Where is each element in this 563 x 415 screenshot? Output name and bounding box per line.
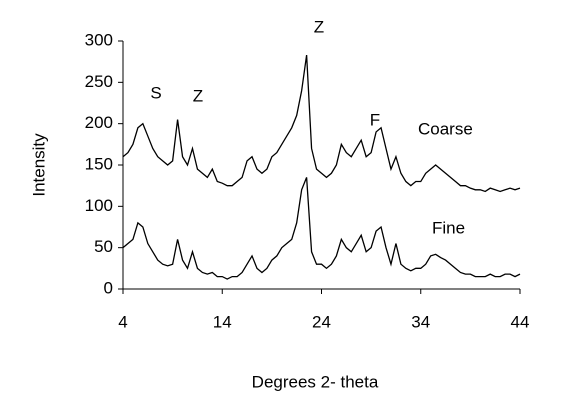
x-tick-label: 24 xyxy=(312,312,331,331)
annotation: Z xyxy=(314,17,324,36)
y-tick-label: 50 xyxy=(94,237,113,256)
y-tick-label: 250 xyxy=(85,72,113,91)
x-tick-label: 34 xyxy=(411,312,430,331)
y-tick-label: 0 xyxy=(104,278,113,297)
y-tick-label: 150 xyxy=(85,154,113,173)
y-tick-label: 200 xyxy=(85,113,113,132)
y-tick-label: 300 xyxy=(85,30,113,49)
x-tick-label: 4 xyxy=(118,312,127,331)
series-line xyxy=(122,177,521,280)
x-axis-label: Degrees 2- theta xyxy=(252,372,379,391)
annotation: F xyxy=(370,110,380,129)
x-tick-label: 44 xyxy=(511,312,530,331)
annotation: S xyxy=(150,83,161,102)
annotation: Z xyxy=(193,86,203,105)
series-label: Coarse xyxy=(418,119,473,138)
y-axis-label: Intensity xyxy=(29,133,48,197)
x-tick-label: 14 xyxy=(213,312,232,331)
series-label: Fine xyxy=(432,218,465,237)
series-line xyxy=(122,54,521,193)
y-tick-label: 100 xyxy=(85,196,113,215)
